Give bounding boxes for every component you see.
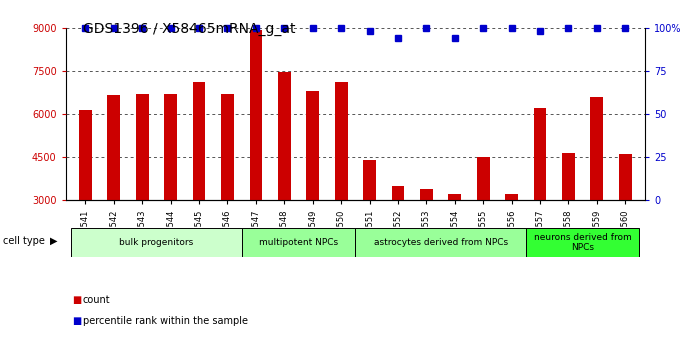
Text: ■: ■: [72, 295, 81, 305]
Bar: [619, 154, 631, 200]
Bar: [448, 194, 461, 200]
Bar: [533, 108, 546, 200]
Bar: [505, 194, 518, 200]
Bar: [164, 94, 177, 200]
Bar: [250, 30, 262, 200]
Text: ▶: ▶: [50, 236, 57, 246]
Text: cell type: cell type: [3, 236, 46, 246]
Bar: [278, 72, 290, 200]
Bar: [108, 95, 120, 200]
Bar: [562, 152, 575, 200]
Bar: [363, 160, 376, 200]
Bar: [355, 228, 526, 257]
Bar: [136, 94, 148, 200]
Bar: [591, 97, 603, 200]
Bar: [71, 228, 242, 257]
Bar: [335, 82, 348, 200]
Text: bulk progenitors: bulk progenitors: [119, 238, 194, 247]
Text: astrocytes derived from NPCs: astrocytes derived from NPCs: [373, 238, 508, 247]
Text: GDS1396 / X58465mRNA_g_at: GDS1396 / X58465mRNA_g_at: [83, 22, 295, 37]
Text: ■: ■: [72, 316, 81, 326]
Bar: [241, 228, 355, 257]
Bar: [526, 228, 640, 257]
Bar: [420, 189, 433, 200]
Text: multipotent NPCs: multipotent NPCs: [259, 238, 338, 247]
Bar: [392, 186, 404, 200]
Bar: [477, 157, 490, 200]
Text: neurons derived from
NPCs: neurons derived from NPCs: [534, 233, 631, 252]
Bar: [306, 91, 319, 200]
Text: percentile rank within the sample: percentile rank within the sample: [83, 316, 248, 326]
Bar: [221, 94, 234, 200]
Bar: [193, 82, 206, 200]
Text: count: count: [83, 295, 110, 305]
Bar: [79, 110, 92, 200]
